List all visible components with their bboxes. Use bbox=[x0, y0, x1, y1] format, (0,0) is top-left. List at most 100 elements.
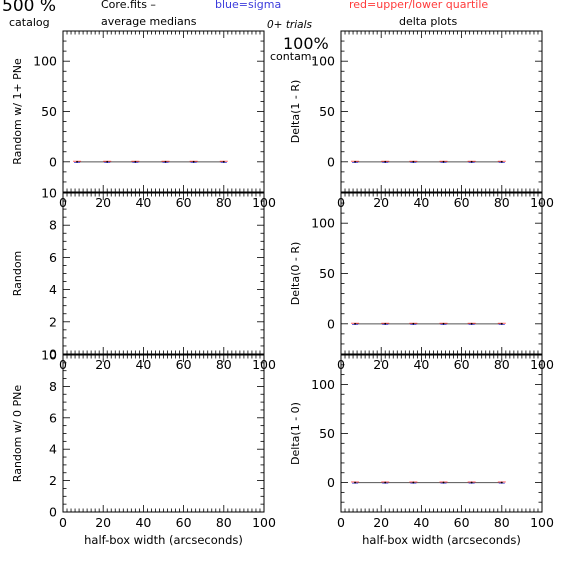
y-tick-label: 100 bbox=[33, 54, 57, 69]
x-tick-label: 100 bbox=[252, 515, 276, 530]
y-tick-label: 0 bbox=[49, 154, 57, 169]
y-tick-label: 6 bbox=[49, 250, 57, 265]
y-axis-label: Delta(1 - R) bbox=[289, 80, 302, 144]
y-tick-label: 4 bbox=[49, 282, 57, 297]
x-tick-label: 60 bbox=[176, 515, 192, 530]
y-tick-label: 50 bbox=[319, 426, 335, 441]
y-tick-label: 50 bbox=[319, 104, 335, 119]
data-point bbox=[470, 322, 473, 325]
x-tick-label: 80 bbox=[216, 515, 232, 530]
data-point bbox=[354, 160, 356, 163]
data-point bbox=[134, 160, 137, 163]
data-point bbox=[442, 322, 445, 325]
y-axis-label: Delta(0 - R) bbox=[289, 242, 302, 306]
x-tick-label: 60 bbox=[454, 515, 470, 530]
x-axis-label: half-box width (arcseconds) bbox=[362, 533, 521, 547]
y-tick-label: 0 bbox=[49, 347, 57, 362]
y-tick-label: 100 bbox=[311, 377, 335, 392]
data-point bbox=[500, 481, 503, 484]
x-tick-label: 40 bbox=[135, 357, 151, 372]
data-point bbox=[106, 160, 109, 163]
data-point bbox=[192, 160, 195, 163]
data-point bbox=[76, 160, 78, 163]
y-tick-label: 100 bbox=[311, 54, 335, 69]
plot-frame bbox=[62, 192, 265, 355]
x-tick-label: 60 bbox=[454, 195, 470, 210]
x-tick-label: 80 bbox=[494, 357, 510, 372]
data-point bbox=[412, 322, 415, 325]
y-axis-label: Random w/ 1+ PNe bbox=[11, 58, 24, 165]
percent-label: 100% bbox=[283, 34, 329, 53]
y-tick-label: 2 bbox=[49, 473, 57, 488]
x-tick-label: 0 bbox=[59, 515, 67, 530]
x-tick-label: 20 bbox=[95, 515, 111, 530]
x-tick-label: 80 bbox=[494, 515, 510, 530]
catalog-label: catalog bbox=[9, 16, 50, 29]
x-tick-label: 60 bbox=[176, 195, 192, 210]
x-tick-label: 60 bbox=[176, 357, 192, 372]
x-tick-label: 80 bbox=[494, 195, 510, 210]
x-tick-label: 40 bbox=[135, 195, 151, 210]
plot-frame bbox=[340, 30, 543, 193]
y-tick-label: 6 bbox=[49, 410, 57, 425]
y-tick-label: 50 bbox=[319, 266, 335, 281]
x-tick-label: 0 bbox=[337, 515, 345, 530]
data-point bbox=[164, 160, 167, 163]
panel-delta-1-0: 0 20 40 60 80 100 0 50 100 Delta(1 - 0) half-box w… bbox=[289, 354, 554, 547]
y-tick-label: 8 bbox=[49, 379, 57, 394]
plot-frame bbox=[62, 354, 265, 513]
data-point bbox=[384, 481, 387, 484]
data-point bbox=[500, 160, 503, 163]
data-point bbox=[384, 160, 387, 163]
y-tick-label: 10 bbox=[41, 186, 57, 201]
data-point bbox=[470, 481, 473, 484]
y-tick-label: 2 bbox=[49, 314, 57, 329]
plot-frame bbox=[340, 192, 543, 355]
x-axis-label: half-box width (arcseconds) bbox=[84, 533, 243, 547]
blue-sigma-label: blue=sigma bbox=[215, 0, 281, 11]
data-point bbox=[354, 481, 356, 484]
y-axis-label: Delta(1 - 0) bbox=[289, 402, 302, 465]
panel-random-0: 0 20 40 60 80 100 0 2 4 6 8 10 Random w/ 0 PNe half-b… bbox=[11, 348, 276, 548]
x-tick-label: 20 bbox=[95, 195, 111, 210]
x-tick-label: 60 bbox=[454, 357, 470, 372]
data-point bbox=[384, 322, 387, 325]
big-percent-label: 500 % bbox=[2, 0, 56, 16]
y-axis-label: Random w/ 0 PNe bbox=[11, 385, 24, 483]
plot-frame bbox=[340, 354, 543, 513]
data-point bbox=[442, 160, 445, 163]
x-tick-label: 20 bbox=[373, 515, 389, 530]
x-tick-label: 40 bbox=[413, 515, 429, 530]
red-quartile-label: red=upper/lower quartile bbox=[349, 0, 488, 11]
data-point bbox=[222, 160, 225, 163]
x-tick-label: 40 bbox=[135, 515, 151, 530]
y-axis-label: Random bbox=[11, 251, 24, 297]
contam-label: contam. bbox=[270, 50, 315, 63]
data-point bbox=[442, 481, 445, 484]
x-tick-label: 80 bbox=[216, 195, 232, 210]
x-tick-label: 40 bbox=[413, 357, 429, 372]
trials-label: 0+ trials bbox=[267, 19, 313, 31]
x-tick-label: 40 bbox=[413, 195, 429, 210]
y-tick-label: 0 bbox=[327, 154, 335, 169]
data-point bbox=[354, 322, 356, 325]
x-tick-label: 80 bbox=[216, 357, 232, 372]
y-tick-label: 8 bbox=[49, 218, 57, 233]
y-tick-label: 0 bbox=[327, 475, 335, 490]
y-tick-label: 100 bbox=[311, 216, 335, 231]
average-medians-label: average medians bbox=[101, 15, 197, 28]
data-point bbox=[470, 160, 473, 163]
data-point bbox=[412, 481, 415, 484]
y-tick-label: 10 bbox=[41, 348, 57, 363]
data-point bbox=[412, 160, 415, 163]
file-label: Core.fits – bbox=[101, 0, 156, 11]
y-tick-label: 0 bbox=[327, 316, 335, 331]
delta-plots-label: delta plots bbox=[399, 15, 457, 28]
data-point bbox=[500, 322, 503, 325]
x-tick-label: 100 bbox=[530, 515, 554, 530]
